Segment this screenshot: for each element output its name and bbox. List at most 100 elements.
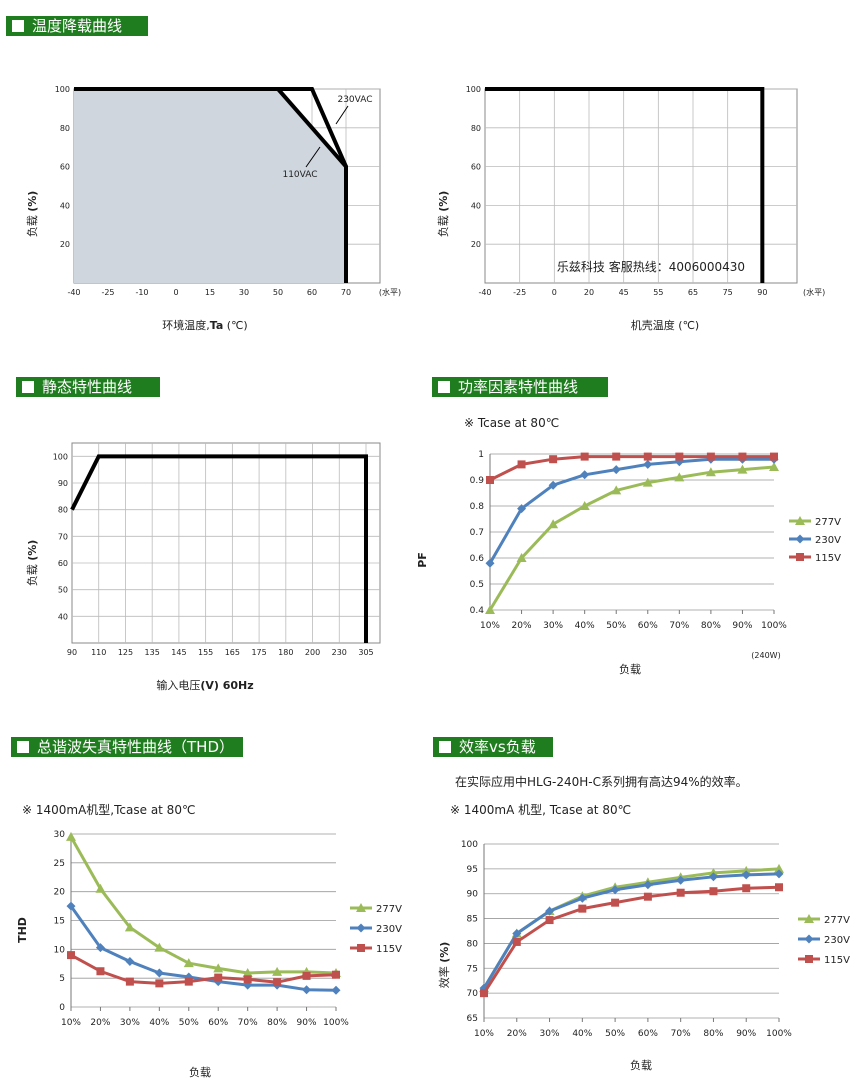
series-115V-line bbox=[70, 953, 337, 985]
y-axis-label: 效率 (%) bbox=[437, 942, 451, 989]
section-header-thd: 总谐波失真特性曲线（THD） bbox=[11, 737, 243, 757]
series-115V-point bbox=[302, 971, 311, 980]
x-tick-label: 0 bbox=[173, 288, 178, 297]
x-axis-label: 输入电压(V) 60Hz bbox=[156, 678, 253, 692]
y-tick-label: 60 bbox=[58, 559, 68, 568]
y-tick-label: 95 bbox=[467, 865, 478, 875]
series-230V-point bbox=[610, 885, 620, 895]
x-tick-label: 40% bbox=[149, 1018, 169, 1028]
legend-label: 277V bbox=[376, 904, 402, 915]
series-115V-point bbox=[611, 898, 620, 907]
series-115V-point bbox=[214, 973, 223, 982]
x-tick-label: 50% bbox=[606, 621, 626, 631]
y-tick-label: 100 bbox=[466, 85, 481, 94]
series-115V-line bbox=[482, 885, 780, 994]
y-tick-label: 0.4 bbox=[470, 606, 485, 616]
series-230V-point bbox=[708, 872, 718, 882]
x-tick-label: 45 bbox=[619, 288, 629, 297]
x-tick-label: 60% bbox=[208, 1018, 228, 1028]
x-tick-label: 10% bbox=[61, 1018, 81, 1028]
series-115V-point bbox=[125, 977, 134, 986]
series-230V-point bbox=[66, 901, 76, 911]
series-115V-point bbox=[643, 892, 652, 901]
series-277V-point bbox=[183, 958, 194, 968]
series-277V-line bbox=[488, 465, 775, 611]
legend-label: 230V bbox=[824, 935, 850, 946]
y-tick-label: 20 bbox=[60, 240, 70, 249]
annotation-230vac: 230VAC bbox=[337, 95, 372, 105]
x-tick-label: 70 bbox=[341, 288, 351, 297]
series-115V-point bbox=[517, 460, 526, 469]
x-tick-label: 175 bbox=[251, 648, 266, 657]
x-tick-label: 0 bbox=[552, 288, 557, 297]
legend-marker bbox=[356, 923, 366, 933]
x-tick-label: 100% bbox=[323, 1018, 349, 1028]
x-tick-label: 100% bbox=[766, 1029, 792, 1039]
x-tick-label: -25 bbox=[101, 288, 114, 297]
series-230V-line bbox=[482, 872, 780, 989]
derating-line bbox=[485, 87, 765, 283]
series-277V-point bbox=[213, 963, 224, 973]
series-230V-point bbox=[774, 869, 784, 879]
square-bullet-icon bbox=[438, 381, 450, 393]
x-tick-label: 60 bbox=[307, 288, 317, 297]
y-tick-label: 15 bbox=[54, 917, 65, 927]
x-tick-label: 135 bbox=[145, 648, 160, 657]
legend-label: 277V bbox=[815, 517, 841, 528]
plot-area bbox=[71, 442, 381, 644]
axis-label-part: (℃) bbox=[223, 319, 247, 332]
x-tick-label: 40% bbox=[575, 621, 595, 631]
series-115V-point bbox=[775, 883, 783, 892]
series-115V-line bbox=[489, 455, 774, 482]
thd-note: ※ 1400mA机型,Tcase at 80℃ bbox=[22, 803, 196, 817]
x-tick-label: 80% bbox=[267, 1018, 287, 1028]
x-tick-label: 110 bbox=[91, 648, 106, 657]
series-115V-point bbox=[480, 989, 488, 998]
series-115V-point bbox=[580, 452, 589, 461]
series-115V-point bbox=[643, 452, 652, 461]
x-tick-label: 55 bbox=[653, 288, 663, 297]
y-tick-label: 60 bbox=[471, 163, 481, 172]
x-tick-label: -40 bbox=[67, 288, 80, 297]
x-tick-label: 10% bbox=[474, 1029, 494, 1039]
y-tick-label: 0.6 bbox=[470, 554, 485, 564]
series-277V-point bbox=[674, 472, 685, 482]
series-230V-point bbox=[611, 465, 621, 475]
annotation-arrow bbox=[335, 105, 349, 125]
section-title: 效率vs负载 bbox=[459, 738, 536, 756]
square-bullet-icon bbox=[12, 20, 24, 32]
series-277V-point bbox=[242, 967, 253, 977]
series-115V-point bbox=[549, 455, 558, 464]
series-230V-point bbox=[580, 470, 590, 480]
series-115V-point bbox=[706, 452, 715, 461]
legend-marker bbox=[796, 553, 804, 561]
legend-label: 230V bbox=[815, 535, 841, 546]
x-tick-label: 10% bbox=[480, 621, 500, 631]
x-tick-label: 155 bbox=[198, 648, 213, 657]
x-axis-label: 环境温度,Ta (℃) bbox=[162, 318, 247, 332]
section-header-eff: 效率vs负载 bbox=[433, 737, 553, 757]
axis-label-part: (%) bbox=[26, 191, 39, 212]
square-bullet-icon bbox=[439, 741, 451, 753]
series-230V-point bbox=[125, 956, 135, 966]
y-tick-label: 100 bbox=[53, 452, 68, 461]
square-bullet-icon bbox=[22, 381, 34, 393]
x-tick-label: 20% bbox=[512, 621, 532, 631]
series-277V-point bbox=[579, 501, 590, 510]
x-tick-label: 90% bbox=[732, 621, 752, 631]
y-tick-label: 30 bbox=[54, 830, 66, 840]
x-axis-label: 负载 bbox=[189, 1065, 211, 1079]
y-tick-label: 0 bbox=[59, 1003, 65, 1013]
x-unit-label: (水平) bbox=[803, 287, 825, 297]
y-tick-label: 0.8 bbox=[470, 502, 485, 512]
x-tick-label: -40 bbox=[478, 288, 491, 297]
y-tick-label: 80 bbox=[58, 506, 68, 515]
series-277V-point bbox=[642, 477, 653, 487]
annotation-arrow bbox=[305, 146, 321, 168]
y-tick-label: 90 bbox=[467, 890, 479, 900]
series-230V-point bbox=[676, 875, 686, 885]
y-tick-label: 40 bbox=[58, 612, 68, 621]
y-tick-label: 0.5 bbox=[470, 580, 484, 590]
series-277V-point bbox=[705, 467, 716, 477]
series-230V-point bbox=[485, 558, 495, 568]
